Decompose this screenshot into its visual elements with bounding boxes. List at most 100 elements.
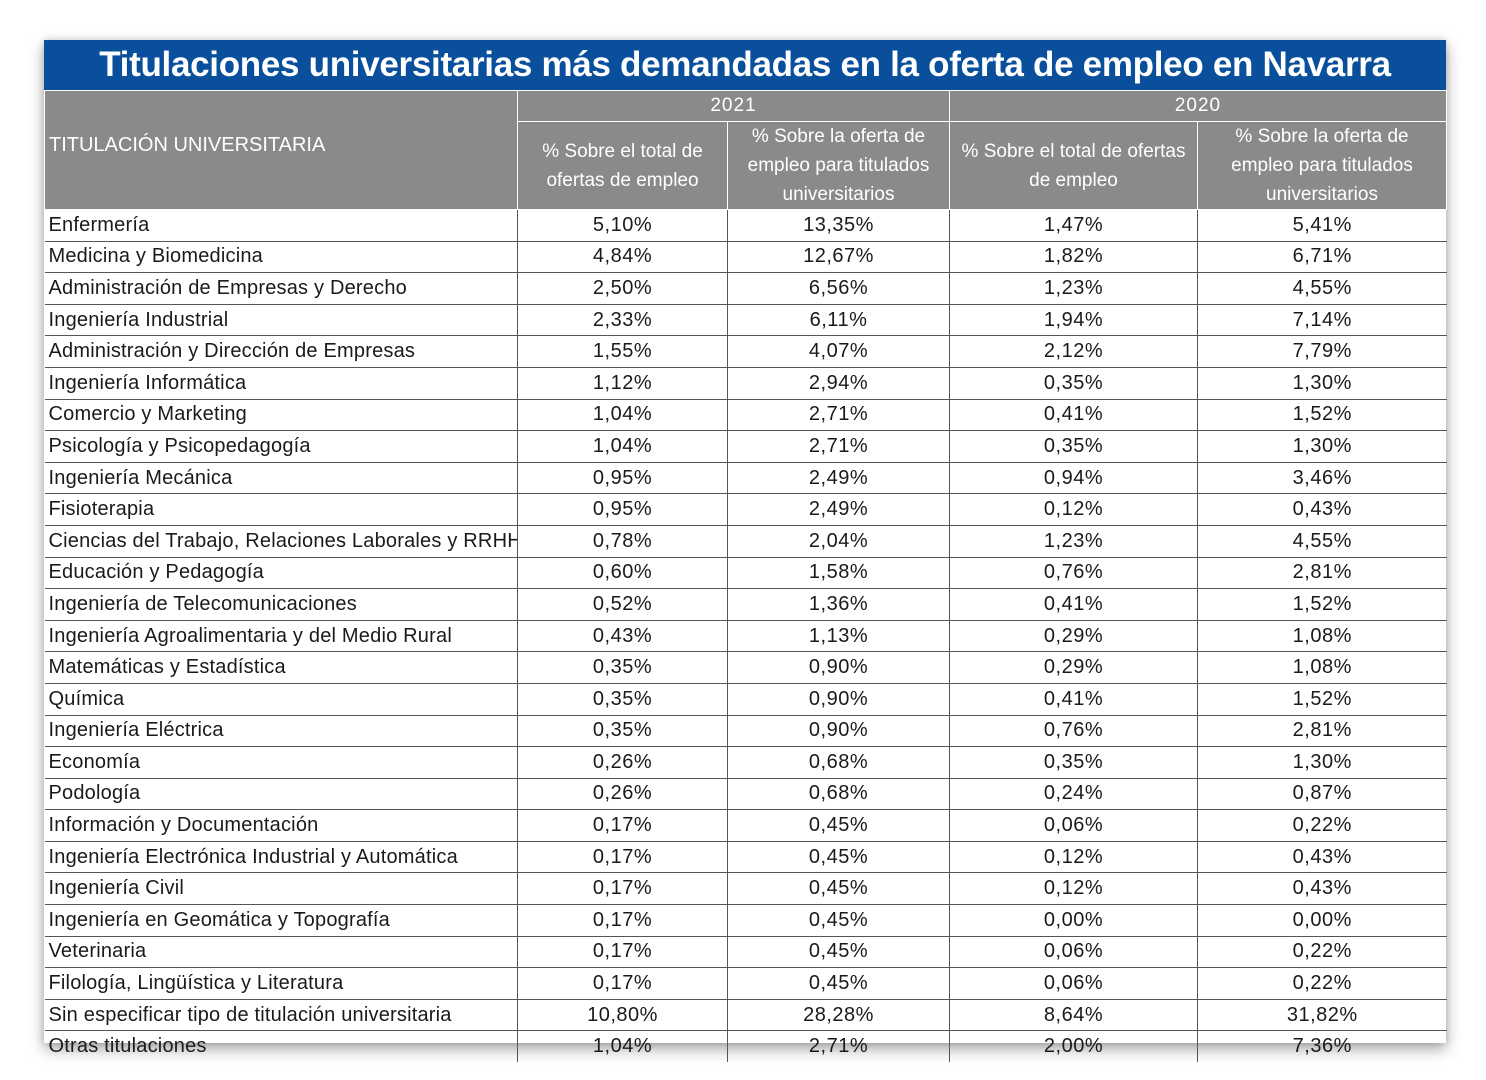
table-row: Filología, Lingüística y Literatura 0,17%…: [44, 967, 1447, 1000]
cell-2021-univ: 4,07%: [727, 335, 950, 368]
table-body: Enfermería 5,10% 13,35% 1,47% 5,41% Medicina …: [44, 209, 1447, 1063]
cell-2021-total: 0,52%: [517, 588, 728, 621]
cell-2020-total: 0,06%: [949, 967, 1198, 1000]
cell-titulacion: Ingeniería Informática: [44, 367, 518, 400]
cell-2020-univ: 1,52%: [1197, 588, 1447, 621]
cell-2021-total: 1,04%: [517, 399, 728, 432]
cell-2021-total: 10,80%: [517, 999, 728, 1032]
cell-2020-total: 0,24%: [949, 778, 1198, 811]
cell-2020-total: 0,41%: [949, 683, 1198, 716]
cell-2020-univ: 1,08%: [1197, 620, 1447, 653]
header-2021-univ: % Sobre la oferta de empleo para titulad…: [727, 121, 950, 210]
cell-2021-univ: 0,45%: [727, 841, 950, 874]
cell-2020-univ: 7,14%: [1197, 304, 1447, 337]
cell-2020-univ: 7,79%: [1197, 335, 1447, 368]
cell-2020-univ: 1,52%: [1197, 683, 1447, 716]
cell-2021-total: 0,35%: [517, 651, 728, 684]
cell-2021-univ: 6,11%: [727, 304, 950, 337]
cell-2021-total: 0,78%: [517, 525, 728, 558]
cell-2021-univ: 2,49%: [727, 493, 950, 526]
table-row: Ingeniería Agroalimentaria y del Medio R…: [44, 620, 1447, 653]
cell-2021-univ: 1,36%: [727, 588, 950, 621]
cell-2020-total: 0,29%: [949, 620, 1198, 653]
cell-2020-univ: 0,87%: [1197, 778, 1447, 811]
cell-titulacion: Medicina y Biomedicina: [44, 241, 518, 274]
cell-2021-total: 1,04%: [517, 430, 728, 463]
cell-2020-univ: 4,55%: [1197, 272, 1447, 305]
cell-2021-total: 0,95%: [517, 493, 728, 526]
cell-2021-total: 0,35%: [517, 683, 728, 716]
cell-2020-univ: 2,81%: [1197, 557, 1447, 590]
cell-titulacion: Administración y Dirección de Empresas: [44, 335, 518, 368]
table-row: Ingeniería de Telecomunicaciones 0,52% 1,3…: [44, 588, 1447, 621]
cell-2020-univ: 0,22%: [1197, 967, 1447, 1000]
cell-2020-univ: 3,46%: [1197, 462, 1447, 495]
cell-2021-univ: 0,90%: [727, 683, 950, 716]
table-row: Ciencias del Trabajo, Relaciones Laboral…: [44, 525, 1447, 558]
table-row: Sin especificar tipo de titulación unive…: [44, 999, 1447, 1032]
cell-titulacion: Información y Documentación: [44, 809, 518, 842]
table-row: Otras titulaciones 1,04% 2,71% 2,00% 7,36%: [45, 1030, 1447, 1063]
cell-2021-univ: 1,13%: [727, 620, 950, 653]
cell-2021-total: 1,12%: [517, 367, 728, 400]
cell-2021-univ: 12,67%: [727, 241, 950, 274]
table-row: Administración de Empresas y Derecho 2,50…: [44, 272, 1447, 305]
cell-2021-total: 0,17%: [517, 967, 728, 1000]
cell-titulacion: Filología, Lingüística y Literatura: [44, 967, 518, 1000]
cell-2020-total: 0,29%: [949, 651, 1198, 684]
cell-2020-univ: 1,08%: [1197, 651, 1447, 684]
table-header: TITULACIÓN UNIVERSITARIA 2021 2020 % Sob…: [44, 90, 1447, 210]
header-2020-univ: % Sobre la oferta de empleo para titulad…: [1197, 121, 1447, 210]
cell-titulacion: Ingeniería Eléctrica: [44, 715, 518, 748]
cell-titulacion: Ingeniería Civil: [44, 872, 518, 906]
cell-2021-total: 0,17%: [517, 841, 728, 874]
cell-2021-univ: 1,58%: [727, 557, 950, 590]
cell-2020-total: 0,35%: [949, 367, 1198, 400]
header-2021-total: % Sobre el total de ofertas de empleo: [517, 121, 728, 210]
cell-2021-univ: 0,45%: [727, 904, 950, 937]
cell-2021-univ: 2,94%: [727, 367, 950, 400]
cell-titulacion: Ingeniería Mecánica: [44, 462, 518, 495]
cell-titulacion: Otras titulaciones: [48, 1035, 207, 1058]
cell-2021-univ: 0,45%: [727, 936, 950, 969]
cell-2021-univ: 0,45%: [727, 809, 950, 842]
cell-2020-total: 0,12%: [949, 493, 1198, 526]
cell-2021-total: 1,04%: [517, 1030, 728, 1063]
cell-2021-total: 0,26%: [517, 778, 728, 811]
cell-2021-total: 0,17%: [517, 872, 728, 906]
cell-2020-univ: 0,22%: [1197, 809, 1447, 842]
cell-2021-total: 0,17%: [517, 936, 728, 969]
cell-2020-univ: 1,52%: [1197, 399, 1447, 432]
cell-2020-univ: 31,82%: [1197, 999, 1447, 1032]
cell-2021-univ: 0,68%: [727, 778, 950, 811]
header-year-2021: 2021: [517, 90, 950, 122]
cell-2020-total: 0,94%: [949, 462, 1198, 495]
cell-2020-total: 2,00%: [949, 1030, 1198, 1063]
table-title: Titulaciones universitarias más demandad…: [44, 40, 1446, 90]
cell-2020-total: 8,64%: [949, 999, 1198, 1032]
cell-2020-total: 1,82%: [949, 241, 1198, 274]
cell-titulacion: Ciencias del Trabajo, Relaciones Laboral…: [44, 525, 518, 558]
cell-titulacion: Economía: [44, 746, 518, 779]
cell-titulacion: Administración de Empresas y Derecho: [44, 272, 518, 305]
cell-2021-total: 1,55%: [517, 335, 728, 368]
cell-2021-univ: 2,04%: [727, 525, 950, 558]
cell-2020-univ: 0,43%: [1197, 872, 1447, 906]
table-row: Ingeniería Electrónica Industrial y Auto…: [44, 841, 1447, 874]
cell-2020-total: 0,35%: [949, 430, 1198, 463]
cell-2021-total: 4,84%: [517, 241, 728, 274]
cell-2020-total: 0,12%: [949, 841, 1198, 874]
cell-titulacion: Comercio y Marketing: [44, 399, 518, 432]
cell-2021-univ: 0,68%: [727, 746, 950, 779]
data-table: TITULACIÓN UNIVERSITARIA 2021 2020 % Sob…: [44, 90, 1447, 1063]
cell-2020-univ: 0,43%: [1197, 493, 1447, 526]
table-row: Ingeniería en Geomática y Topografía 0,17…: [44, 904, 1447, 937]
cell-titulacion: Podología: [44, 778, 518, 811]
table-row: Ingeniería Civil 0,17% 0,45% 0,12% 0,43%: [44, 872, 1447, 906]
cell-2021-total: 0,95%: [517, 462, 728, 495]
table-row: Matemáticas y Estadística 0,35% 0,90% 0,29%…: [44, 651, 1447, 684]
cell-titulacion: Ingeniería Industrial: [44, 304, 518, 337]
cell-2021-univ: 2,49%: [727, 462, 950, 495]
cell-titulacion: Ingeniería de Telecomunicaciones: [44, 588, 518, 621]
table-row: Química 0,35% 0,90% 0,41% 1,52%: [44, 683, 1447, 716]
